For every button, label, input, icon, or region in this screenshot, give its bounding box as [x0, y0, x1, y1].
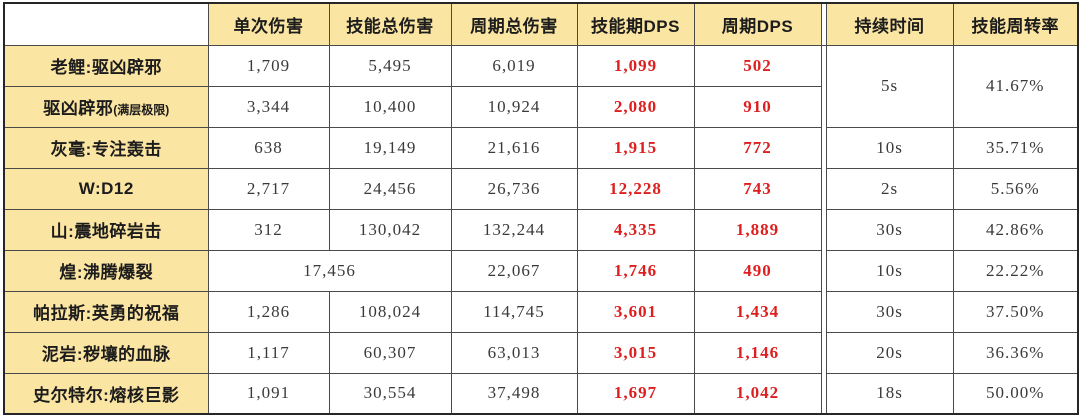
cell-single-damage: 1,709 [207, 44, 330, 87]
cell-cycle-total-damage: 6,019 [450, 44, 578, 87]
cell-turnover: 35.71% [952, 126, 1079, 169]
cell-cycle-total-damage: 10,924 [450, 85, 578, 128]
table-row: 驱凶辟邪(满层极限) 3,344 10,400 10,924 2,080 910 [3, 85, 1078, 128]
cell-turnover-merged: 41.67% [952, 44, 1079, 128]
cell-single-and-skill-total-merged: 17,456 [207, 249, 452, 292]
cell-skill-dps: 3,601 [576, 290, 695, 333]
cell-cycle-dps: 1,146 [693, 331, 822, 374]
cell-cycle-dps: 910 [693, 85, 822, 128]
table-row: 山:震地碎岩击 312 130,042 132,244 4,335 1,889 … [3, 208, 1079, 251]
col-header-duration: 持续时间 [825, 2, 954, 46]
cell-turnover: 22.22% [952, 249, 1079, 292]
col-header-skill-dps: 技能期DPS [576, 2, 695, 46]
cell-single-damage: 1,286 [207, 290, 330, 333]
cell-cycle-total-damage: 26,736 [450, 167, 578, 210]
cell-turnover: 36.36% [952, 331, 1079, 374]
cell-skill-total-damage: 24,456 [328, 167, 452, 210]
col-header-skill-total-damage: 技能总伤害 [328, 2, 452, 46]
col-header-cycle-dps: 周期DPS [693, 2, 822, 46]
cell-cycle-dps: 1,042 [693, 372, 822, 415]
header-row: 单次伤害 技能总伤害 周期总伤害 技能期DPS 周期DPS 持续时间 技能周转率 [3, 2, 1079, 46]
cell-cycle-dps: 1,434 [693, 290, 822, 333]
cell-skill-total-damage: 60,307 [328, 331, 452, 374]
cell-single-damage: 1,117 [207, 331, 330, 374]
row-label: 灰毫:专注轰击 [3, 126, 209, 169]
cell-cycle-total-damage: 114,745 [450, 290, 578, 333]
cell-cycle-total-damage: 21,616 [450, 126, 578, 169]
col-header-cycle-total-damage: 周期总伤害 [450, 2, 578, 46]
cell-duration: 30s [825, 290, 954, 333]
cell-duration: 18s [825, 372, 954, 415]
cell-turnover: 37.50% [952, 290, 1079, 333]
row-label: W:D12 [3, 167, 209, 210]
corner-cell [3, 2, 209, 46]
cell-skill-dps: 4,335 [576, 208, 695, 251]
cell-single-damage: 3,344 [207, 85, 330, 128]
col-header-skill-turnover: 技能周转率 [952, 2, 1079, 46]
table-row: 帕拉斯:英勇的祝福 1,286 108,024 114,745 3,601 1,… [3, 290, 1079, 333]
cell-cycle-total-damage: 132,244 [450, 208, 578, 251]
table-row: 史尔特尔:熔核巨影 1,091 30,554 37,498 1,697 1,04… [3, 372, 1079, 415]
cell-cycle-dps: 490 [693, 249, 822, 292]
cell-skill-total-damage: 108,024 [328, 290, 452, 333]
cell-duration: 2s [825, 167, 954, 210]
row-label: 山:震地碎岩击 [3, 208, 209, 251]
cell-single-damage: 638 [207, 126, 330, 169]
cell-skill-total-damage: 19,149 [328, 126, 452, 169]
cell-turnover: 50.00% [952, 372, 1079, 415]
cell-cycle-total-damage: 37,498 [450, 372, 578, 415]
cell-skill-total-damage: 10,400 [328, 85, 452, 128]
cell-duration: 10s [825, 126, 954, 169]
row-label: 帕拉斯:英勇的祝福 [3, 290, 209, 333]
cell-skill-dps: 2,080 [576, 85, 695, 128]
cell-skill-dps: 1,697 [576, 372, 695, 415]
row-label: 驱凶辟邪(满层极限) [3, 85, 209, 128]
row-label: 老鲤:驱凶辟邪 [3, 44, 209, 87]
cell-skill-total-damage: 130,042 [328, 208, 452, 251]
row-label: 泥岩:秽壤的血脉 [3, 331, 209, 374]
cell-skill-dps: 1,915 [576, 126, 695, 169]
cell-cycle-dps: 743 [693, 167, 822, 210]
damage-comparison-table: 单次伤害 技能总伤害 周期总伤害 技能期DPS 周期DPS 持续时间 技能周转率… [3, 2, 1079, 415]
cell-cycle-dps: 502 [693, 44, 822, 87]
table-row: W:D12 2,717 24,456 26,736 12,228 743 2s … [3, 167, 1079, 210]
cell-cycle-dps: 772 [693, 126, 822, 169]
col-header-single-damage: 单次伤害 [207, 2, 330, 46]
cell-skill-dps: 3,015 [576, 331, 695, 374]
cell-single-damage: 1,091 [207, 372, 330, 415]
table-row: 老鲤:驱凶辟邪 1,709 5,495 6,019 1,099 502 5s 4… [3, 44, 1079, 415]
cell-skill-dps: 1,099 [576, 44, 695, 87]
cell-single-damage: 2,717 [207, 167, 330, 210]
cell-duration: 30s [825, 208, 954, 251]
cell-duration: 20s [825, 331, 954, 374]
cell-single-damage: 312 [207, 208, 330, 251]
table-row: 泥岩:秽壤的血脉 1,117 60,307 63,013 3,015 1,146… [3, 331, 1079, 374]
cell-skill-dps: 12,228 [576, 167, 695, 210]
cell-duration: 10s [825, 249, 954, 292]
row-label-note: (满层极限) [113, 103, 170, 117]
cell-cycle-dps: 1,889 [693, 208, 822, 251]
cell-cycle-total-damage: 63,013 [450, 331, 578, 374]
cell-skill-total-damage: 5,495 [328, 44, 452, 87]
table-row: 煌:沸腾爆裂 17,456 22,067 1,746 490 10s 22.22… [3, 249, 1079, 292]
row-label: 史尔特尔:熔核巨影 [3, 372, 209, 415]
cell-skill-total-damage: 30,554 [328, 372, 452, 415]
cell-duration-merged: 5s [825, 44, 954, 128]
cell-turnover: 42.86% [952, 208, 1079, 251]
cell-turnover: 5.56% [952, 167, 1079, 210]
table-row: 灰毫:专注轰击 638 19,149 21,616 1,915 772 10s … [3, 126, 1079, 169]
cell-skill-dps: 1,746 [576, 249, 695, 292]
cell-cycle-total-damage: 22,067 [450, 249, 578, 292]
row-label: 煌:沸腾爆裂 [3, 249, 209, 292]
row-label-main: 驱凶辟邪 [43, 99, 114, 118]
